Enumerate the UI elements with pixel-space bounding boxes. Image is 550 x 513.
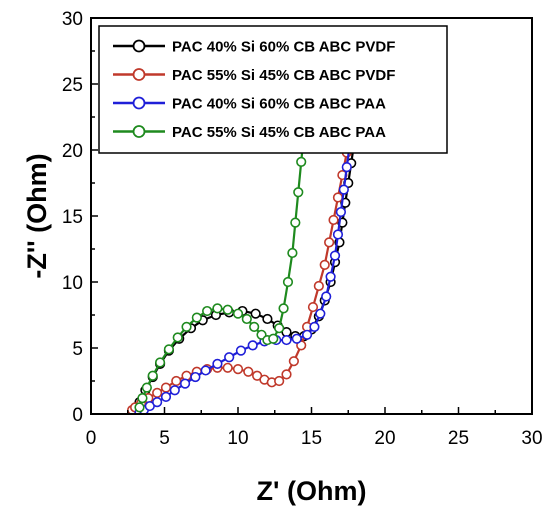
x-tick-label: 20 [374, 428, 395, 449]
data-point [163, 344, 175, 355]
data-point [332, 192, 344, 203]
data-point [243, 366, 254, 377]
data-point [329, 250, 341, 261]
legend-label: PAC 40% Si 60% CB ABC PVDF [172, 39, 395, 56]
data-point [202, 305, 213, 317]
data-point [171, 375, 182, 387]
data-point [179, 378, 191, 389]
series-4 [134, 126, 310, 413]
data-point [268, 333, 279, 344]
data-point [313, 280, 324, 292]
x-tick-label: 25 [448, 428, 469, 449]
data-point [152, 387, 163, 398]
legend-entry: PAC 40% Si 60% CB ABC PVDF [113, 39, 395, 56]
data-point [232, 308, 244, 319]
data-point [134, 402, 145, 413]
legend-label: PAC 55% Si 45% CB ABC PVDF [172, 67, 395, 84]
data-point [137, 393, 148, 404]
legend-marker [132, 96, 146, 110]
x-tick-label: 0 [86, 428, 97, 449]
data-point [172, 332, 183, 343]
x-axis-title: Z' (Ohm) [257, 476, 367, 506]
data-point [319, 259, 330, 270]
legend-marker [132, 68, 146, 81]
data-point [290, 217, 301, 228]
data-point [338, 184, 349, 195]
x-tick-label: 5 [159, 428, 170, 449]
y-tick-label: 20 [62, 141, 83, 162]
legend-entry: PAC 55% Si 45% CB ABC PAA [113, 124, 386, 141]
data-point [191, 312, 202, 323]
x-tick-label: 10 [227, 428, 248, 449]
ticks-layer: 0 5 10 15 20 25 30 0 5 10 15 20 25 30 [62, 9, 543, 449]
y-tick-label: 5 [72, 339, 83, 360]
data-point [293, 187, 304, 198]
data-point [325, 271, 336, 282]
data-point [324, 237, 335, 248]
data-point [190, 371, 201, 383]
data-point [141, 382, 152, 393]
data-point [235, 345, 247, 356]
data-point [169, 385, 180, 396]
data-point [341, 162, 352, 173]
data-point [241, 313, 252, 325]
legend-entry: PAC 40% Si 60% CB ABC PAA [113, 96, 386, 113]
data-point [335, 206, 347, 218]
x-tick-label: 30 [521, 428, 542, 449]
y-tick-label: 0 [72, 405, 83, 426]
data-point [222, 362, 233, 373]
data-point [307, 301, 319, 313]
data-point [281, 369, 292, 380]
legend-marker [132, 125, 146, 138]
data-point [152, 397, 163, 408]
legend-label: PAC 40% Si 60% CB ABC PAA [172, 96, 386, 113]
data-point [291, 333, 302, 344]
data-point [147, 370, 158, 381]
data-point [296, 156, 307, 167]
y-tick-label: 30 [62, 9, 83, 30]
legend-entry: PAC 55% Si 45% CB ABC PVDF [113, 67, 395, 84]
data-point [288, 356, 299, 367]
series-2 [127, 125, 355, 414]
y-axis-title: -Z'' (Ohm) [22, 153, 52, 278]
y-tick-label: 15 [62, 207, 83, 228]
data-point [281, 334, 292, 346]
legend-marker [132, 39, 146, 53]
data-point [282, 276, 294, 288]
legend: PAC 40% Si 60% CB ABC PVDF PAC 55% Si 45%… [98, 25, 448, 154]
x-tick-label: 15 [301, 428, 322, 449]
data-point [249, 321, 260, 332]
data-point [160, 391, 172, 402]
data-point [274, 323, 285, 334]
data-point [160, 382, 172, 393]
data-point [321, 291, 332, 302]
data-point [287, 247, 298, 259]
data-point [212, 358, 223, 369]
data-point [232, 364, 244, 375]
data-point [222, 304, 233, 315]
data-point [262, 313, 273, 325]
data-point [224, 352, 235, 363]
data-point [332, 229, 344, 240]
legend-label: PAC 55% Si 45% CB ABC PAA [172, 124, 386, 141]
series-layer [127, 118, 363, 414]
data-point [247, 340, 258, 351]
data-point [274, 375, 285, 387]
data-point [278, 303, 289, 314]
data-point [315, 308, 326, 319]
y-tick-label: 10 [62, 273, 83, 294]
data-point [200, 365, 211, 376]
data-point [328, 214, 339, 226]
data-point [154, 357, 166, 368]
data-point [250, 308, 261, 319]
data-point [309, 321, 320, 332]
y-tick-label: 25 [62, 75, 83, 96]
data-point [301, 329, 313, 340]
data-point [181, 321, 192, 332]
data-point [181, 370, 192, 381]
data-point [212, 303, 223, 314]
